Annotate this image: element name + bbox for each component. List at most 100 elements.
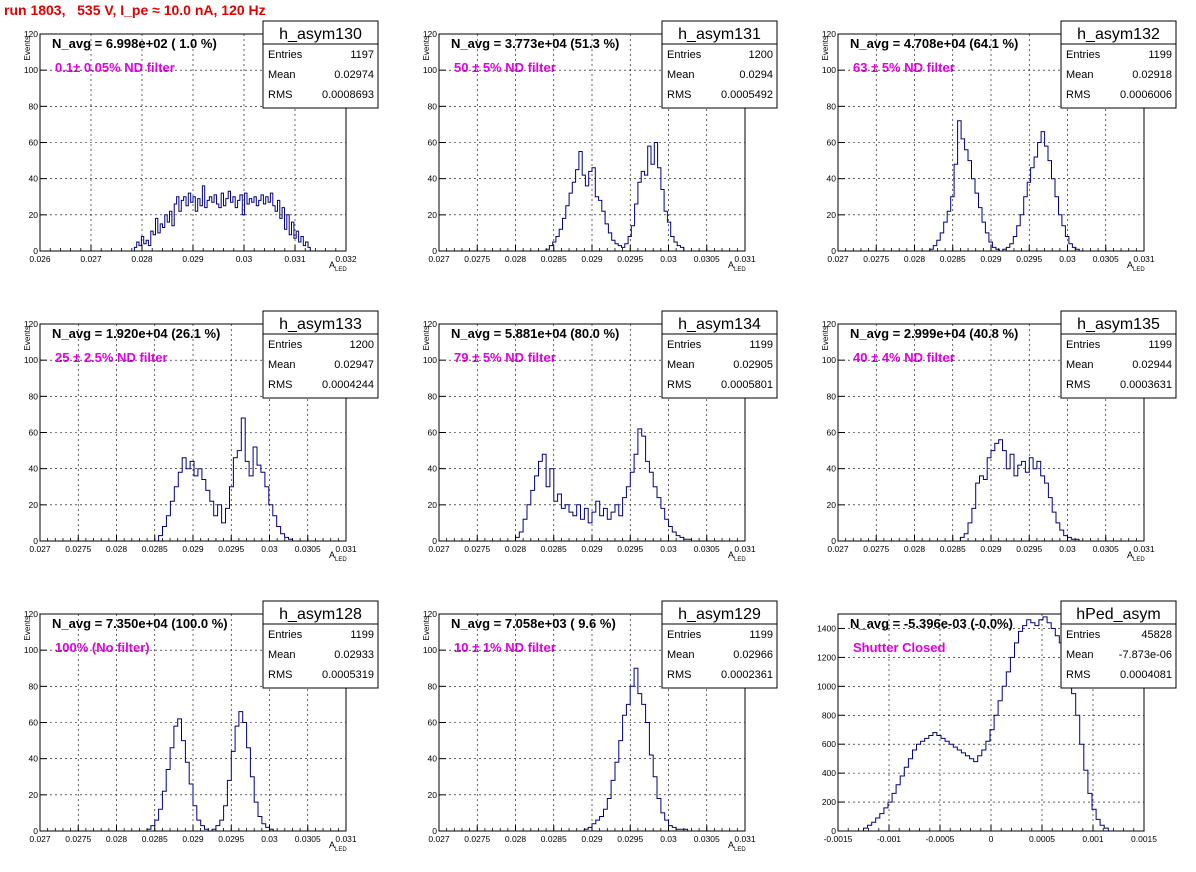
stats-label: Mean [268,649,296,661]
histogram-name: h_asym129 [678,606,761,623]
y-tick-label: 40 [29,754,39,764]
filter-label: 63 ± 5% ND filter [853,60,955,75]
stats-box [661,310,778,399]
y-tick-label: 120 [822,29,836,39]
x-tick-label: 0.032 [335,254,357,264]
x-tick-label: 0.027 [29,544,51,554]
y-tick-label: 60 [428,428,438,438]
x-tick-label: 0.0285 [940,544,966,554]
navg-label: N_avg = 4.708e+04 (64.1 %) [850,36,1018,51]
y-tick-label: 120 [423,609,437,619]
x-tick-label: 0.029 [182,544,204,554]
y-tick-label: 60 [827,138,837,148]
x-tick-label: 0.029 [980,544,1002,554]
x-tick-label: 0.03 [660,544,677,554]
filter-label: Shutter Closed [853,640,946,655]
y-tick-label: 1000 [817,681,836,691]
y-tick-label: 40 [827,174,837,184]
x-tick-label: 0.029 [182,254,204,264]
stats-value: 0.0294 [739,69,773,81]
y-tick-label: 0 [432,826,437,836]
y-tick-label: 120 [24,609,38,619]
x-tick-label: 0 [989,834,994,844]
y-tick-label: 40 [29,464,39,474]
y-tick-label: 80 [827,101,837,111]
navg-label: N_avg = 6.998e+02 ( 1.0 %) [52,36,217,51]
x-tick-label: 0.03 [1059,254,1076,264]
x-tick-label: 0.0295 [617,544,643,554]
y-axis-title: Events [23,616,32,640]
navg-label: N_avg = 3.773e+04 (51.3 %) [451,36,619,51]
stats-box [1060,600,1177,689]
y-tick-label: 60 [29,428,39,438]
histogram-series-line [515,428,692,541]
stats-value: 0.0005492 [721,89,773,101]
y-tick-label: 600 [822,739,836,749]
y-axis-title: Events [23,36,32,60]
x-axis-title-subscript: LED [734,847,746,853]
y-tick-label: 100 [24,645,38,655]
x-tick-label: 0.031 [734,544,756,554]
histogram-name: h_asym133 [279,316,362,333]
histogram-series-line [583,667,700,832]
y-tick-label: 80 [428,101,438,111]
navg-label: N_avg = 5.881e+04 (80.0 %) [451,326,619,341]
navg-label: N_avg = -5.396e-03 (-0.0%) [850,616,1013,631]
y-tick-label: 200 [822,797,836,807]
x-tick-label: 0.0295 [218,834,244,844]
y-tick-label: 60 [827,428,837,438]
x-tick-label: 0.0275 [65,544,91,554]
stats-label: Mean [1066,359,1094,371]
histogram-panel: 0.026 0.027 0.028 0.029 0.03 0.031 0.032 0 20 40 6… [23,20,379,273]
stats-value: 0.02905 [733,359,773,371]
y-tick-label: 60 [29,138,39,148]
x-axis-title-subscript: LED [335,557,347,563]
stats-label: Mean [667,649,695,661]
navg-label: N_avg = 7.058e+03 ( 9.6 %) [451,616,616,631]
stats-label: RMS [268,89,292,101]
y-tick-label: 0 [33,826,38,836]
y-tick-label: 100 [822,65,836,75]
stats-value: 45828 [1141,629,1172,641]
x-tick-label: 0.0275 [863,254,889,264]
x-tick-label: 0.0305 [295,834,321,844]
x-tick-label: 0.029 [182,834,204,844]
x-tick-label: 0.027 [428,834,450,844]
stats-label: RMS [268,379,292,391]
y-tick-label: 80 [428,391,438,401]
y-axis-title: Events [422,326,431,350]
x-tick-label: 0.0275 [863,544,889,554]
x-tick-label: 0.028 [904,254,926,264]
stats-value: 0.0005801 [721,379,773,391]
y-tick-label: 120 [24,319,38,329]
x-tick-label: 0.031 [335,544,357,554]
x-tick-label: 0.0275 [464,544,490,554]
x-tick-label: 0.0285 [940,254,966,264]
histogram-name: h_asym128 [279,606,362,623]
x-tick-label: 0.029 [581,254,603,264]
stats-value: 0.0003631 [1120,379,1172,391]
stats-box [262,20,379,109]
x-tick-label: 0.0295 [617,254,643,264]
stats-label: Entries [667,339,702,351]
stats-label: RMS [667,379,691,391]
stats-value: 1199 [749,339,773,351]
filter-label: 40 ± 4% ND filter [853,350,955,365]
canvas-title: run 1803, 535 V, I_pe ≈ 10.0 nA, 120 Hz [4,2,266,18]
y-tick-label: 20 [428,500,438,510]
stats-label: Mean [1066,69,1094,81]
x-tick-label: 0.028 [106,834,128,844]
x-tick-label: 0.0275 [65,834,91,844]
x-tick-label: 0.027 [428,254,450,264]
histogram-series-line [959,439,1083,542]
y-tick-label: 1200 [817,652,836,662]
x-tick-label: 0.03 [261,544,278,554]
y-tick-label: 40 [428,174,438,184]
y-tick-label: 20 [428,790,438,800]
y-tick-label: 120 [24,29,38,39]
stats-value: 0.02966 [733,649,773,661]
stats-value: 0.02933 [334,649,374,661]
y-tick-label: 0 [432,536,437,546]
y-tick-label: 1400 [817,623,836,633]
